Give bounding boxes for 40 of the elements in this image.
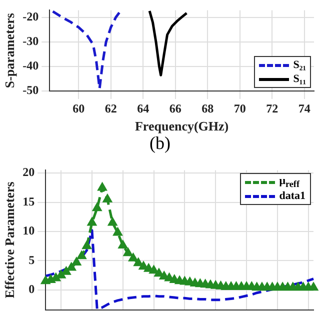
y-tick-label: -50 <box>22 83 39 98</box>
point <box>124 248 132 256</box>
point <box>139 262 148 270</box>
x-tick-label: 60 <box>72 101 85 116</box>
point <box>150 266 158 274</box>
y-axis-title: S-parameters <box>2 13 18 88</box>
y-axis-title: Effective Parameters <box>2 182 18 298</box>
x-tick-label: 72 <box>266 101 278 116</box>
x-tick-label: 64 <box>137 101 150 116</box>
legend-label: μ$_{reff}$ <box>279 175 300 190</box>
point <box>98 182 107 191</box>
legend-label: S₁₁ <box>293 73 306 85</box>
point <box>309 282 318 291</box>
y-tick-label: -30 <box>22 34 39 48</box>
x-tick-label: 70 <box>234 101 246 116</box>
point <box>134 258 143 266</box>
point <box>67 262 76 271</box>
x-axis-title: Frequency(GHz) <box>134 118 229 134</box>
y-tick-label: -20 <box>22 10 39 24</box>
x-tick-label: 74 <box>298 101 310 116</box>
point <box>154 268 164 277</box>
legend-label: data1 <box>279 190 306 202</box>
x-tick-label: 66 <box>169 101 182 116</box>
point <box>118 240 128 249</box>
y-tick-label: 10 <box>22 224 35 238</box>
y-tick-label: 0 <box>28 282 35 296</box>
legend-label: S₂₁ <box>293 59 306 71</box>
point <box>92 203 102 212</box>
y-tick-label: 15 <box>22 194 35 208</box>
x-tick-label: 68 <box>202 101 214 116</box>
point <box>82 241 92 250</box>
y-tick-label: 20 <box>22 165 35 180</box>
point <box>72 258 81 266</box>
y-tick-label: -40 <box>22 58 39 73</box>
x-tick-label: 62 <box>104 101 117 116</box>
text: (b) <box>150 133 170 154</box>
point <box>160 272 168 280</box>
point <box>77 251 86 260</box>
point <box>113 228 122 236</box>
y-tick-label: 5 <box>28 252 35 267</box>
